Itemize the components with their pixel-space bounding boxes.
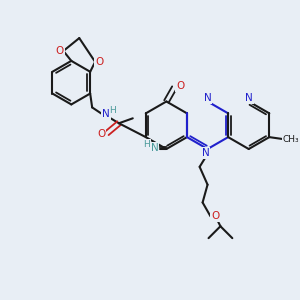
- Text: CH₃: CH₃: [283, 135, 299, 144]
- Text: H: H: [143, 140, 150, 148]
- Text: N: N: [151, 143, 158, 153]
- Text: H: H: [110, 106, 116, 115]
- Text: N: N: [245, 92, 253, 103]
- Text: N: N: [102, 109, 110, 119]
- Text: O: O: [95, 57, 103, 67]
- Text: O: O: [212, 212, 220, 221]
- Text: N: N: [204, 92, 212, 103]
- Text: O: O: [176, 81, 184, 91]
- Text: N: N: [202, 148, 209, 158]
- Text: O: O: [97, 129, 105, 139]
- Text: O: O: [55, 46, 64, 56]
